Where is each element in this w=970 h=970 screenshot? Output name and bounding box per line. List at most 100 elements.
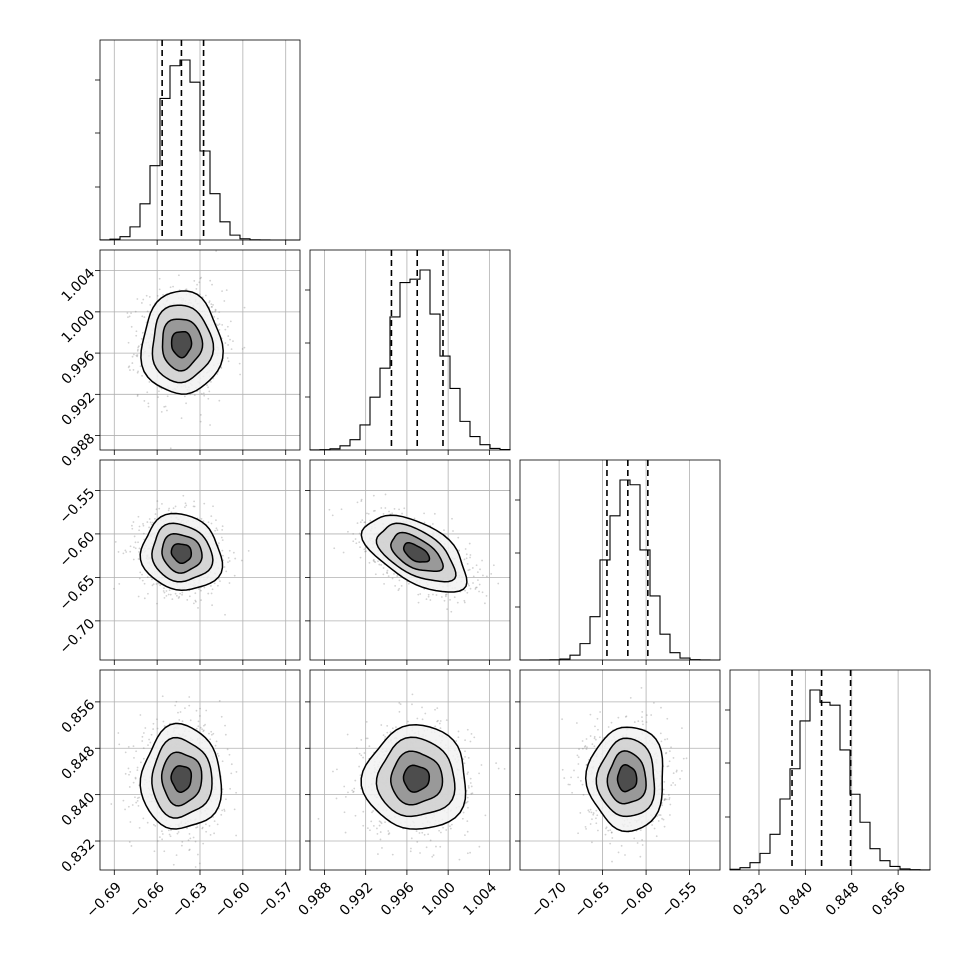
- contour-2: [151, 736, 213, 819]
- sample-point: [129, 770, 132, 773]
- sample-point: [194, 599, 197, 602]
- sample-point: [221, 525, 224, 528]
- sample-point: [211, 283, 213, 286]
- sample-point: [177, 597, 180, 599]
- sample-point: [586, 746, 588, 749]
- sample-point: [137, 346, 140, 349]
- sample-point: [163, 591, 166, 594]
- sample-point: [207, 397, 210, 400]
- sample-point: [667, 793, 670, 796]
- sample-point: [386, 572, 389, 575]
- sample-point: [227, 344, 230, 346]
- sample-point: [134, 776, 137, 779]
- sample-point: [359, 546, 361, 549]
- sample-point: [466, 562, 469, 565]
- sample-point: [442, 826, 444, 829]
- sample-point: [218, 311, 221, 314]
- sample-point: [235, 834, 238, 837]
- sample-point: [202, 729, 205, 732]
- sample-point: [393, 507, 396, 510]
- sample-point: [481, 574, 484, 577]
- sample-point: [379, 838, 382, 841]
- sample-point: [178, 719, 181, 721]
- sample-point: [358, 765, 361, 768]
- sample-point: [443, 599, 446, 602]
- sample-point: [457, 736, 460, 739]
- sample-point: [368, 745, 371, 748]
- sample-point: [436, 707, 439, 710]
- contour-0: [402, 764, 431, 793]
- sample-point: [317, 817, 320, 820]
- sample-point: [640, 686, 643, 689]
- sample-point: [214, 308, 217, 311]
- sample-point: [153, 850, 156, 853]
- sample-point: [611, 837, 614, 839]
- sample-point: [439, 845, 442, 848]
- scatter-panel-1-3: [305, 669, 511, 875]
- sample-point: [131, 527, 134, 530]
- sample-point: [431, 523, 434, 525]
- sample-point: [210, 305, 213, 308]
- sample-point: [209, 279, 212, 282]
- sample-point: [469, 851, 472, 854]
- sample-point: [381, 847, 383, 849]
- panel-frame-1-1: [309, 249, 511, 451]
- sample-point: [466, 796, 469, 799]
- sample-point: [197, 588, 200, 590]
- sample-point: [227, 335, 230, 337]
- sample-point: [228, 753, 231, 756]
- sample-point: [229, 320, 232, 323]
- sample-point: [228, 582, 231, 584]
- sample-point: [591, 743, 594, 746]
- sample-point: [387, 830, 390, 832]
- sample-point: [223, 808, 226, 811]
- sample-point: [352, 791, 355, 794]
- sample-point: [464, 589, 466, 592]
- sample-point: [145, 294, 148, 297]
- sample-point: [385, 571, 388, 574]
- density-fill-0: [171, 543, 192, 564]
- sample-point: [228, 560, 231, 562]
- sample-point: [221, 549, 224, 552]
- sample-point: [224, 733, 227, 736]
- sample-point: [136, 393, 139, 396]
- sample-point: [226, 325, 229, 328]
- sample-point: [464, 548, 467, 550]
- hist-panel-0: [95, 39, 301, 245]
- sample-point: [666, 765, 669, 768]
- sample-point: [158, 288, 161, 291]
- sample-point: [150, 523, 153, 526]
- sample-point: [376, 827, 378, 830]
- sample-point: [466, 800, 469, 803]
- sample-point: [214, 310, 216, 313]
- sample-point: [411, 703, 413, 706]
- sample-point: [467, 569, 470, 572]
- sample-point: [372, 494, 375, 497]
- sample-point: [658, 814, 660, 816]
- contour-0: [170, 765, 193, 793]
- sample-point: [425, 846, 428, 849]
- sample-point: [210, 380, 212, 383]
- sample-point: [131, 355, 134, 358]
- sample-point: [359, 556, 362, 559]
- sample-point: [467, 771, 469, 774]
- sample-point: [184, 288, 187, 291]
- sample-point: [358, 532, 361, 535]
- sample-point: [218, 542, 220, 545]
- sample-point: [213, 315, 216, 318]
- sample-point: [158, 390, 160, 393]
- sample-point: [147, 405, 150, 408]
- sample-point: [432, 593, 434, 596]
- sample-point: [202, 392, 205, 395]
- sample-point: [417, 593, 420, 596]
- sample-point: [140, 302, 143, 304]
- sample-point: [609, 842, 612, 845]
- sample-point: [146, 521, 149, 523]
- sample-point: [142, 732, 145, 734]
- sample-point: [169, 286, 172, 289]
- sample-point: [199, 293, 201, 296]
- sample-point: [423, 521, 426, 524]
- sample-point: [197, 720, 200, 723]
- sample-point: [157, 582, 160, 585]
- sample-point: [668, 750, 671, 753]
